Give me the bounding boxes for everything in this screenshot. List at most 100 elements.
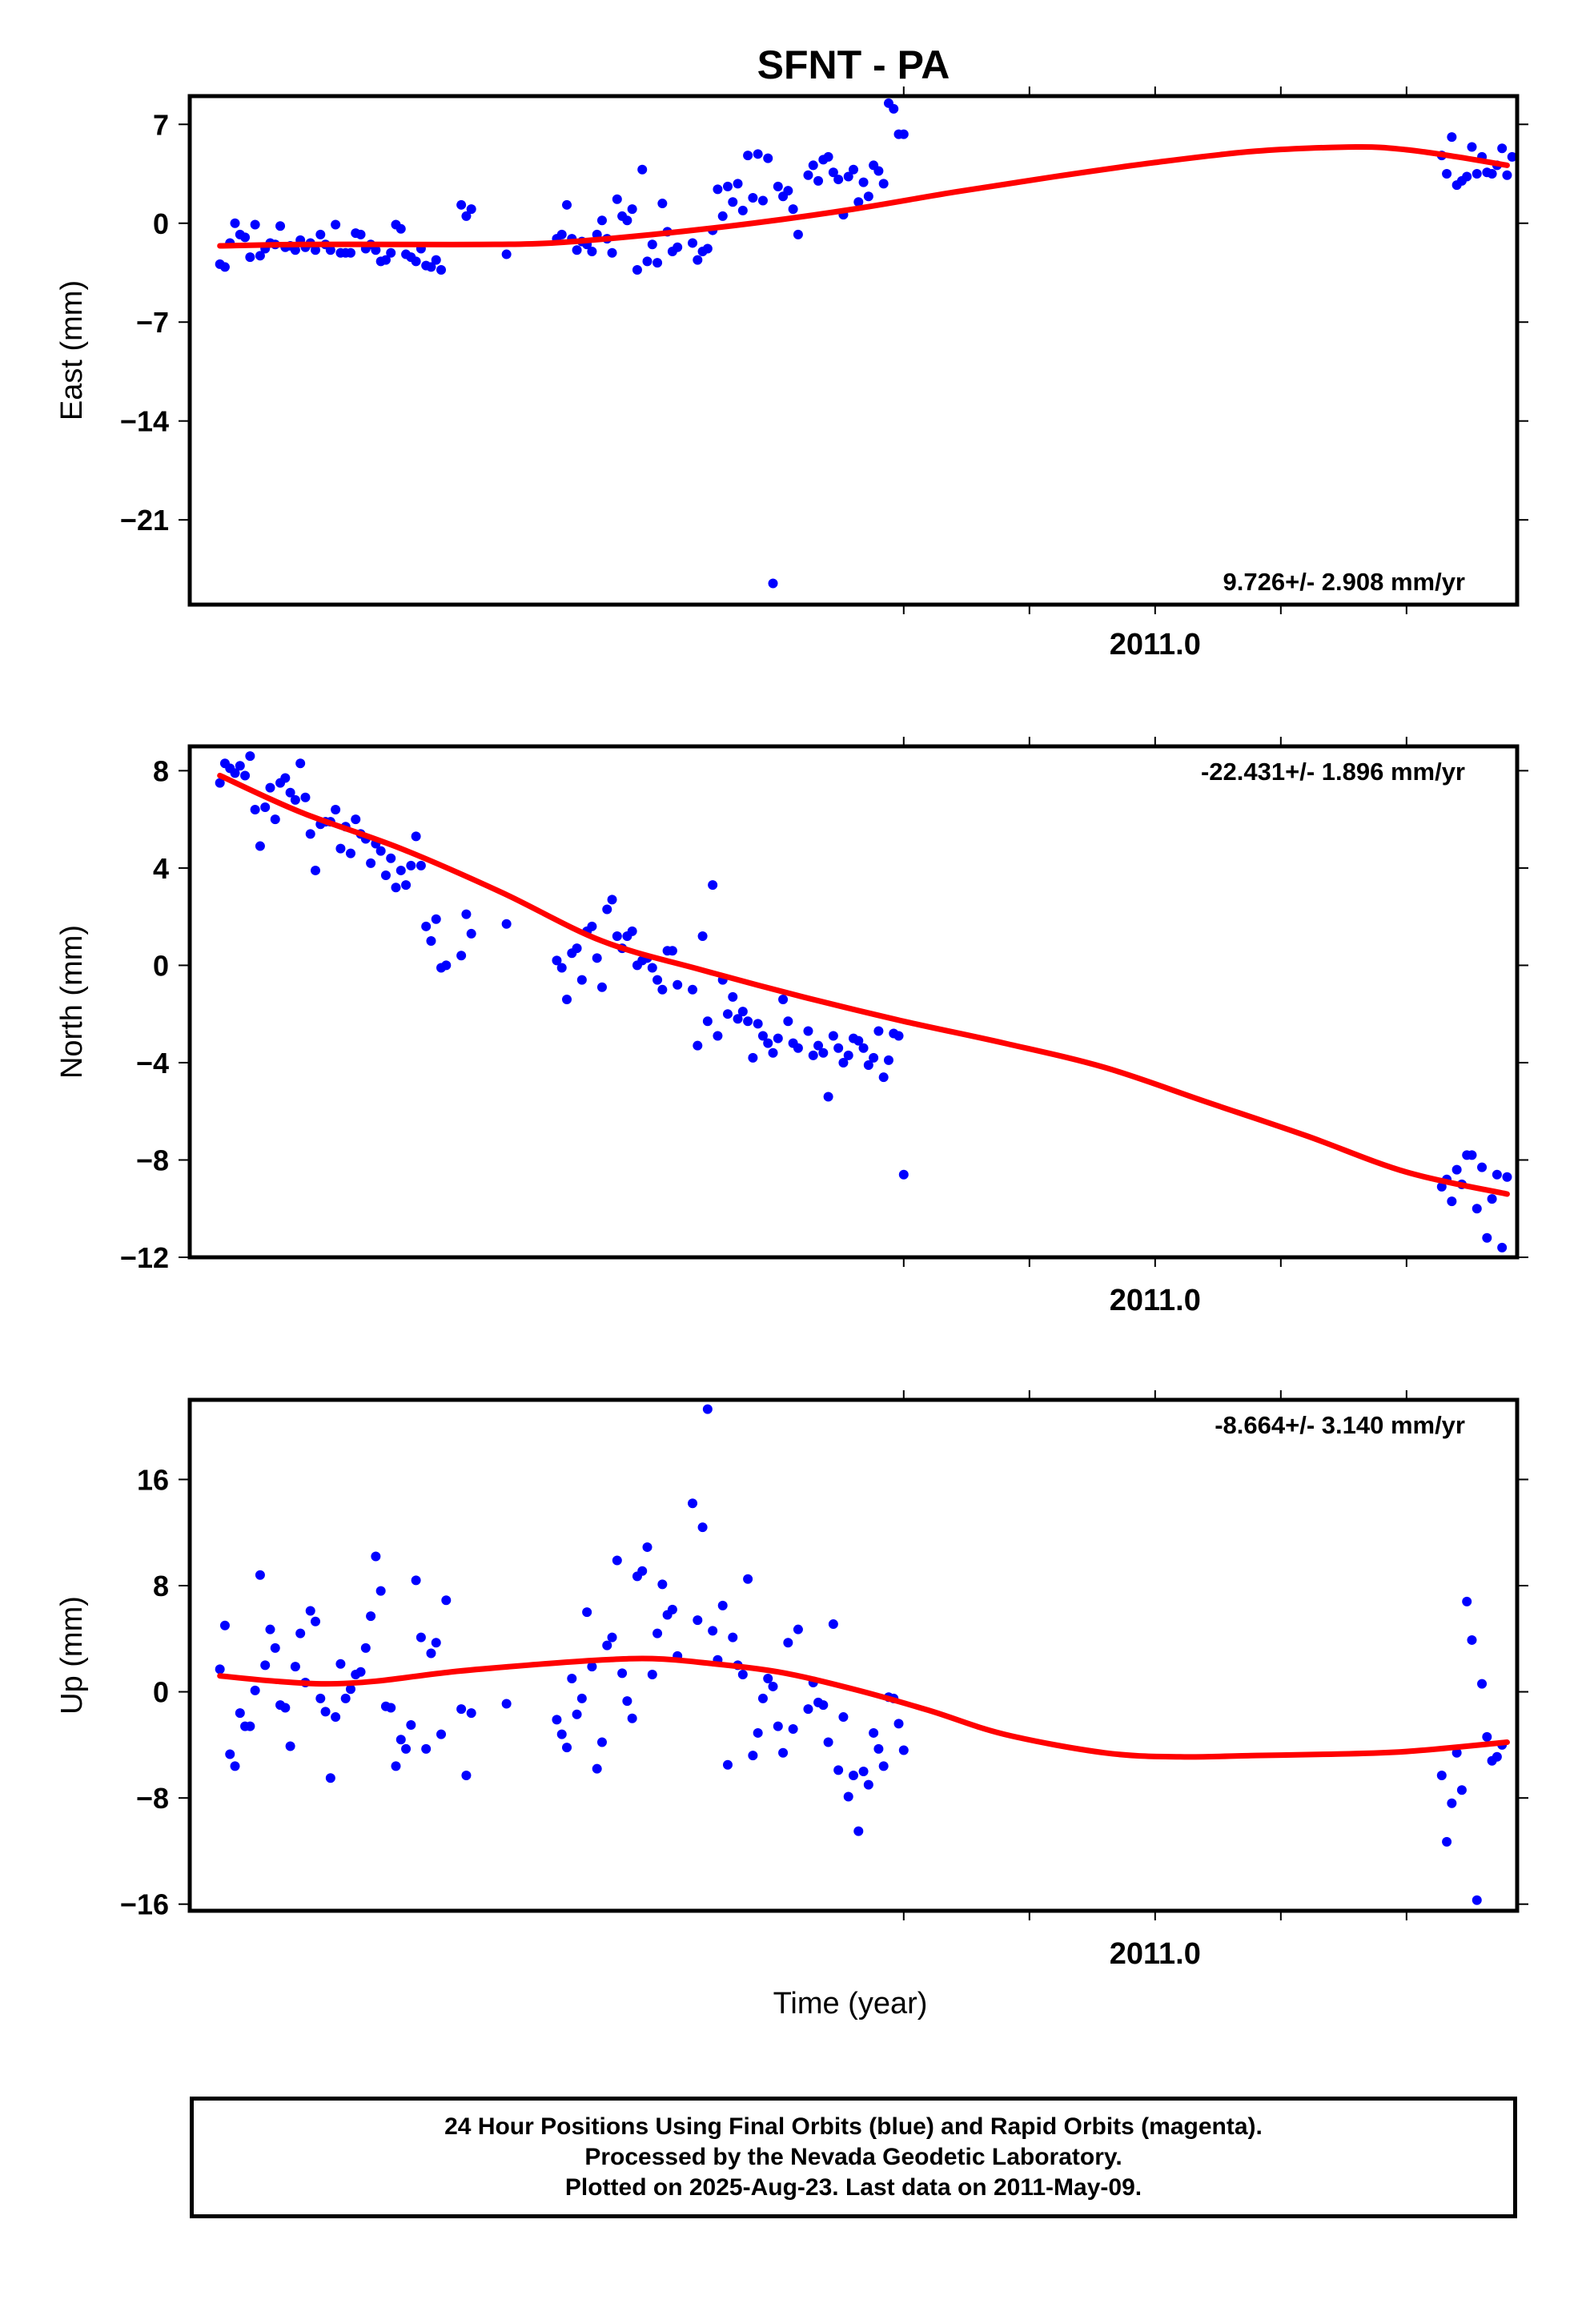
y-tick-label: −4	[136, 1047, 169, 1080]
data-point	[552, 955, 562, 966]
data-point	[607, 247, 617, 258]
data-point	[311, 1616, 321, 1626]
data-point	[366, 1611, 376, 1622]
data-point	[708, 880, 718, 891]
data-point	[335, 1659, 346, 1669]
data-point	[1508, 0, 1517, 5]
data-point	[637, 1566, 648, 1576]
data-point	[858, 177, 869, 187]
footer-line-1: 24 Hour Positions Using Final Orbits (bl…	[444, 2113, 1263, 2140]
data-point	[667, 1604, 677, 1614]
data-point	[230, 218, 240, 228]
data-point	[743, 1016, 753, 1027]
data-point	[853, 1035, 864, 1046]
data-point	[833, 1043, 844, 1053]
data-point	[702, 1016, 713, 1027]
data-point	[768, 1681, 778, 1691]
data-point	[1447, 1798, 1457, 1808]
data-point	[889, 103, 899, 114]
data-point	[768, 1047, 778, 1058]
data-points-east	[215, 98, 1517, 589]
data-point	[587, 1662, 597, 1672]
data-point	[1487, 1194, 1497, 1204]
data-point	[380, 255, 391, 265]
data-point	[793, 1043, 803, 1053]
data-point	[340, 1693, 351, 1703]
data-point	[768, 578, 778, 589]
data-point	[607, 1632, 617, 1642]
data-point	[737, 1007, 748, 1017]
data-point	[411, 1575, 421, 1586]
data-point	[693, 1615, 703, 1626]
data-point	[245, 751, 255, 762]
data-point	[657, 984, 668, 995]
data-point	[250, 219, 260, 230]
data-point	[1467, 1634, 1477, 1645]
data-point	[466, 1708, 476, 1719]
data-point	[406, 1720, 416, 1730]
data-point	[667, 946, 677, 956]
data-point	[295, 758, 306, 769]
data-point	[808, 1050, 818, 1060]
data-point	[778, 1747, 789, 1758]
data-point	[1472, 1204, 1482, 1214]
data-point	[552, 1715, 562, 1725]
data-point	[748, 1751, 758, 1761]
data-point	[1502, 0, 1512, 5]
data-point	[778, 994, 789, 1004]
data-point	[878, 179, 889, 189]
data-point	[673, 242, 683, 252]
data-point	[1497, 143, 1508, 154]
data-point	[693, 1040, 703, 1051]
data-point	[898, 129, 909, 139]
data-point	[305, 1606, 315, 1616]
data-point	[788, 1723, 798, 1734]
data-point	[813, 175, 824, 186]
data-point	[461, 1770, 472, 1780]
data-point	[260, 802, 271, 812]
data-point	[1502, 1172, 1512, 1182]
data-point	[567, 1674, 577, 1683]
data-point	[295, 1628, 306, 1638]
data-point	[602, 904, 612, 915]
data-point	[1452, 1164, 1462, 1175]
data-point	[375, 846, 386, 856]
data-point	[637, 164, 648, 175]
data-point	[753, 1727, 763, 1738]
data-point	[230, 768, 240, 778]
data-point	[587, 247, 597, 257]
data-point	[1447, 1196, 1457, 1207]
data-point	[647, 963, 657, 973]
data-point	[612, 1555, 622, 1566]
data-point	[697, 931, 708, 941]
data-point	[652, 258, 663, 268]
data-point	[833, 1765, 844, 1775]
y-axis-label: Up (mm)	[55, 1596, 89, 1715]
data-point	[501, 919, 512, 929]
data-point	[391, 1761, 401, 1771]
data-point	[647, 1670, 657, 1680]
data-point	[773, 1721, 783, 1731]
data-point	[622, 215, 632, 226]
data-point	[657, 1579, 668, 1590]
data-point	[456, 951, 467, 961]
x-tick-label: 2011.0	[1110, 1937, 1201, 1971]
data-point	[873, 166, 884, 176]
data-point	[1472, 1895, 1482, 1905]
data-point	[255, 1570, 265, 1580]
data-point	[270, 814, 280, 825]
data-point	[753, 149, 763, 159]
plot-frame-north	[187, 744, 1520, 1260]
data-point	[290, 1662, 300, 1672]
data-point	[325, 245, 335, 255]
data-point	[757, 1031, 768, 1041]
panel-east: 2011.0 7 0 −7 −14 −21 East (mm) 9.726+/- 2.908 …	[55, 86, 1528, 661]
data-point	[1487, 169, 1497, 179]
y-tick-label: −8	[136, 1782, 169, 1815]
data-point	[219, 262, 230, 272]
data-point	[627, 1713, 637, 1723]
panels: 2011.0 7 0 −7 −14 −21 East (mm) 9.726+/- 2.908 …	[55, 0, 1528, 2020]
data-point	[315, 229, 326, 239]
data-point	[406, 860, 416, 870]
data-point	[743, 151, 753, 161]
